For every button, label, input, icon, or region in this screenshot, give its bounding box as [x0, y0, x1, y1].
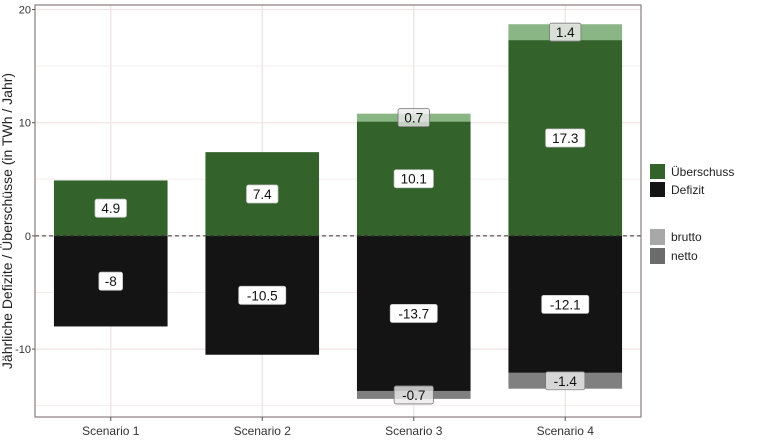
data-label: -10.5 [247, 288, 278, 303]
data-label: -1.4 [554, 374, 578, 389]
legend-swatch [650, 164, 665, 179]
legend-label: Defizit [671, 183, 705, 197]
y-tick-label: 0 [25, 231, 31, 243]
y-axis-label: Jährliche Defizite / Überschüsse (in TWh… [0, 73, 15, 369]
legend-label: netto [671, 249, 698, 263]
data-label: -8 [105, 274, 117, 289]
data-label: -0.7 [402, 388, 425, 403]
bars [53, 24, 623, 399]
data-label: -12.1 [550, 297, 581, 312]
legend: Überschuss Defizit brutto netto [650, 164, 734, 264]
x-tick-label: Scenario 1 [82, 424, 140, 438]
data-label: 4.9 [101, 201, 120, 216]
data-label: 7.4 [253, 187, 272, 202]
data-label-box [541, 294, 590, 314]
y-tick-label: 10 [19, 118, 31, 130]
data-label-box [94, 198, 127, 218]
data-label-box [389, 304, 438, 323]
data-label: 10.1 [401, 172, 427, 187]
data-label: 1.4 [556, 25, 575, 40]
panel-border [34, 4, 642, 418]
data-label-box [246, 184, 279, 204]
x-tick-label: Scenario 2 [234, 424, 292, 438]
data-label-box [397, 108, 430, 128]
legend-label: Überschuss [671, 165, 734, 179]
data-label: 17.3 [552, 131, 578, 146]
data-label-box [238, 285, 287, 305]
data-labels: 4.9 -8 7.4 -10.5 10.1 0.7 -13.7 -0.7 17.3 1.4 -12.… [94, 22, 590, 405]
data-label-box [393, 385, 434, 405]
axes: -10 0 10 20 Scenario 1 Scenario 2 Scenario 3 Sc… [15, 5, 594, 438]
data-label-box [393, 169, 434, 189]
legend-swatch [650, 248, 665, 264]
y-tick-label: 20 [19, 5, 31, 17]
data-label: -13.7 [398, 306, 429, 321]
x-tick-label: Scenario 3 [385, 424, 443, 438]
legend-swatch [650, 229, 665, 245]
legend-label: brutto [671, 230, 702, 244]
data-label-box [98, 271, 123, 291]
x-tick-label: Scenario 4 [537, 424, 595, 438]
data-label-box [545, 128, 586, 148]
data-label-box [545, 371, 586, 391]
y-tick-label: -10 [15, 344, 31, 356]
legend-swatch [650, 182, 665, 197]
data-label: 0.7 [404, 111, 423, 126]
data-label-box [549, 22, 582, 42]
